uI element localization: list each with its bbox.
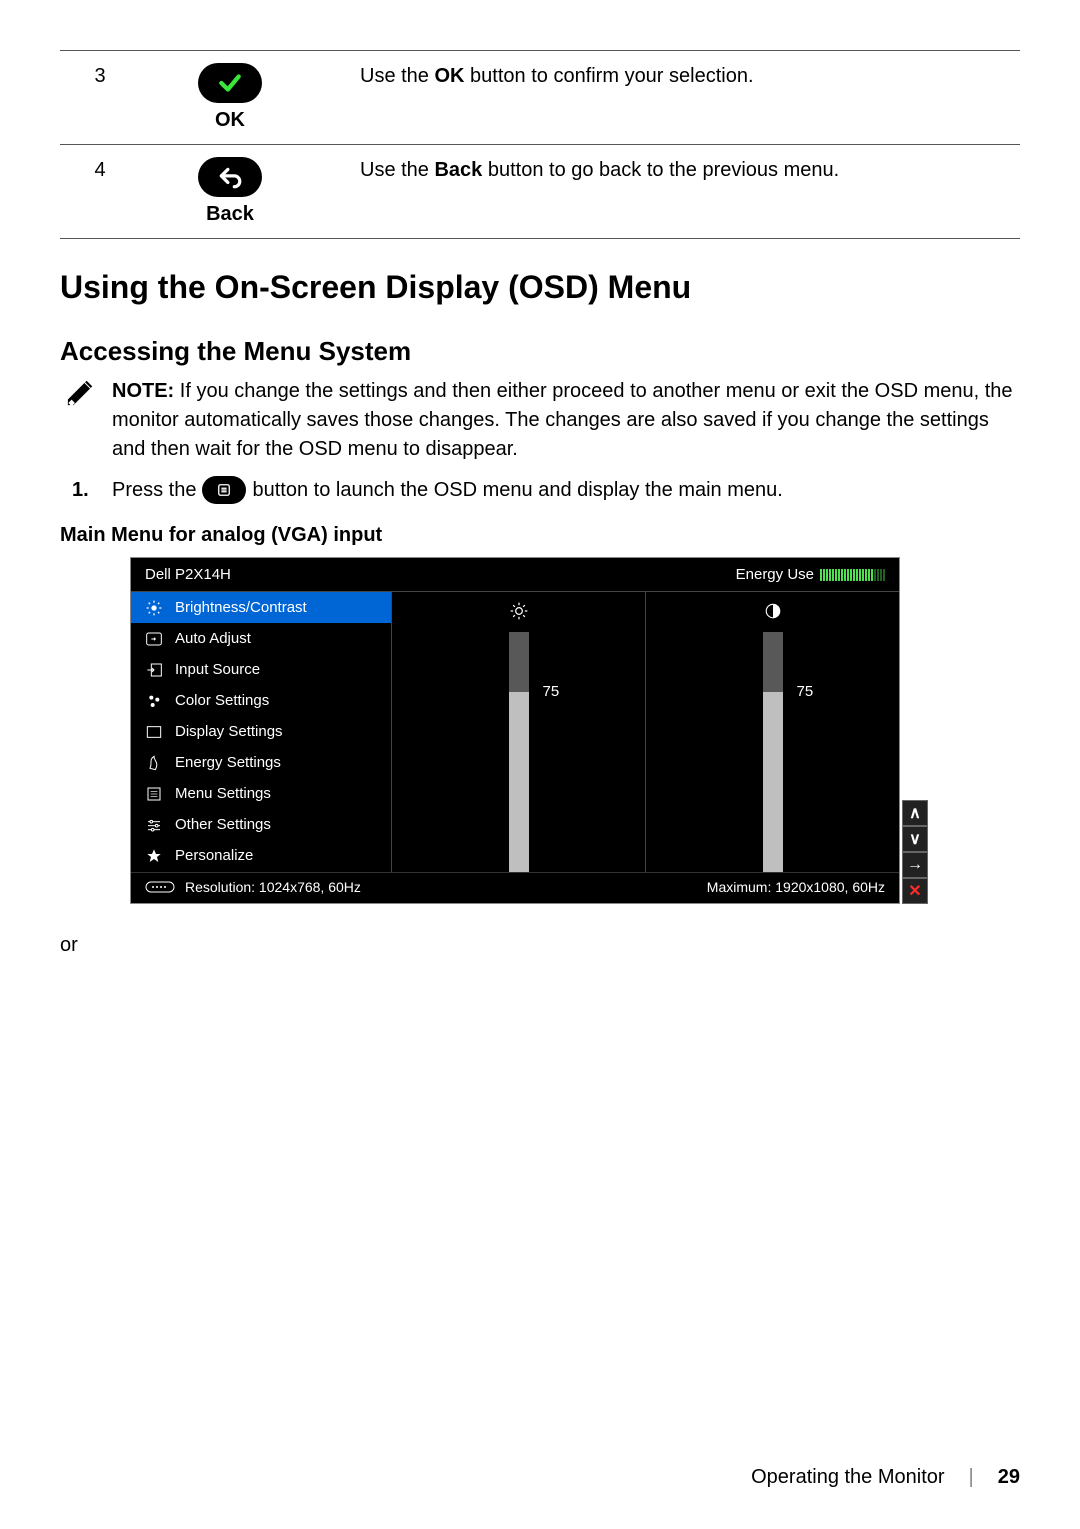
osd-menu-item[interactable]: Other Settings [131, 809, 391, 840]
back-arrow-icon [217, 164, 243, 190]
brightness-panel: 75 [392, 592, 645, 872]
note-block: NOTE: If you change the settings and the… [60, 377, 1020, 464]
energy-use-meter [820, 569, 885, 581]
ok-button-graphic [198, 63, 262, 103]
row-description: Use the Back button to go back to the pr… [320, 153, 1020, 226]
brightness-icon [509, 598, 529, 624]
contrast-panel: 75 [645, 592, 899, 872]
osd-menu-item[interactable]: Personalize [131, 840, 391, 871]
osd-menu-screenshot: Dell P2X14H Energy Use Brightness/Contra… [130, 557, 900, 904]
menu-item-icon [145, 786, 163, 802]
resolution-text: Resolution: 1024x768, 60Hz [185, 879, 361, 895]
menu-item-label: Personalize [175, 847, 253, 864]
menu-item-icon [145, 632, 163, 646]
menu-item-label: Display Settings [175, 723, 283, 740]
menu-item-icon [145, 725, 163, 739]
contrast-bar: 75 [763, 632, 783, 872]
osd-menu-item[interactable]: Brightness/Contrast [131, 592, 391, 623]
page-footer: Operating the Monitor | 29 [751, 1466, 1020, 1489]
osd-menu-item[interactable]: Menu Settings [131, 778, 391, 809]
contrast-value: 75 [797, 683, 814, 700]
menu-item-icon [145, 663, 163, 677]
osd-menu-list: Brightness/Contrast Auto Adjust Input Sour… [131, 591, 391, 872]
table-row: 4 Back Use the Back button to go back to… [60, 145, 1020, 239]
osd-subheading: Main Menu for analog (VGA) input [60, 524, 1020, 547]
check-icon [217, 70, 243, 96]
osd-up-button[interactable]: ∧ [902, 800, 928, 826]
subsection-heading: Accessing the Menu System [60, 336, 1020, 367]
step-line: 1. Press the button to launch the OSD me… [60, 476, 1020, 504]
row-number: 3 [60, 59, 140, 132]
or-text: or [60, 934, 1020, 957]
osd-menu-item[interactable]: Color Settings [131, 685, 391, 716]
menu-item-label: Menu Settings [175, 785, 271, 802]
menu-item-label: Color Settings [175, 692, 269, 709]
osd-menu-item[interactable]: Auto Adjust [131, 623, 391, 654]
osd-side-buttons: ∧∨→✕ [902, 557, 928, 904]
note-text: NOTE: If you change the settings and the… [112, 377, 1020, 464]
osd-menu-item[interactable]: Display Settings [131, 716, 391, 747]
section-heading: Using the On-Screen Display (OSD) Menu [60, 269, 1020, 306]
back-button-graphic [198, 157, 262, 197]
brightness-bar: 75 [509, 632, 529, 872]
menu-item-label: Brightness/Contrast [175, 599, 307, 616]
menu-item-icon [145, 817, 163, 833]
menu-item-icon [145, 693, 163, 709]
icon-label: OK [215, 109, 245, 132]
contrast-icon [764, 598, 782, 624]
brightness-value: 75 [543, 683, 560, 700]
menu-item-icon [145, 848, 163, 864]
osd-model: Dell P2X14H [145, 566, 231, 583]
row-description: Use the OK button to confirm your select… [320, 59, 1020, 132]
button-reference-table: 3 OK Use the OK button to confirm your s… [60, 50, 1020, 239]
menu-item-label: Auto Adjust [175, 630, 251, 647]
table-row: 3 OK Use the OK button to confirm your s… [60, 51, 1020, 145]
page-number: 29 [998, 1466, 1020, 1489]
osd-close-button[interactable]: ✕ [902, 878, 928, 904]
osd-down-button[interactable]: ∨ [902, 826, 928, 852]
energy-use-label: Energy Use [736, 566, 814, 583]
vga-connector-icon [145, 880, 175, 894]
footer-section: Operating the Monitor [751, 1466, 944, 1489]
osd-enter-button[interactable]: → [902, 852, 928, 878]
note-icon [60, 377, 96, 464]
menu-item-icon [145, 755, 163, 771]
menu-item-label: Input Source [175, 661, 260, 678]
menu-item-label: Energy Settings [175, 754, 281, 771]
osd-menu-item[interactable]: Input Source [131, 654, 391, 685]
row-number: 4 [60, 153, 140, 226]
maximum-resolution-text: Maximum: 1920x1080, 60Hz [707, 879, 885, 895]
osd-menu-item[interactable]: Energy Settings [131, 747, 391, 778]
icon-label: Back [206, 203, 254, 226]
menu-item-icon [145, 600, 163, 616]
menu-item-label: Other Settings [175, 816, 271, 833]
menu-button-graphic [202, 476, 246, 504]
